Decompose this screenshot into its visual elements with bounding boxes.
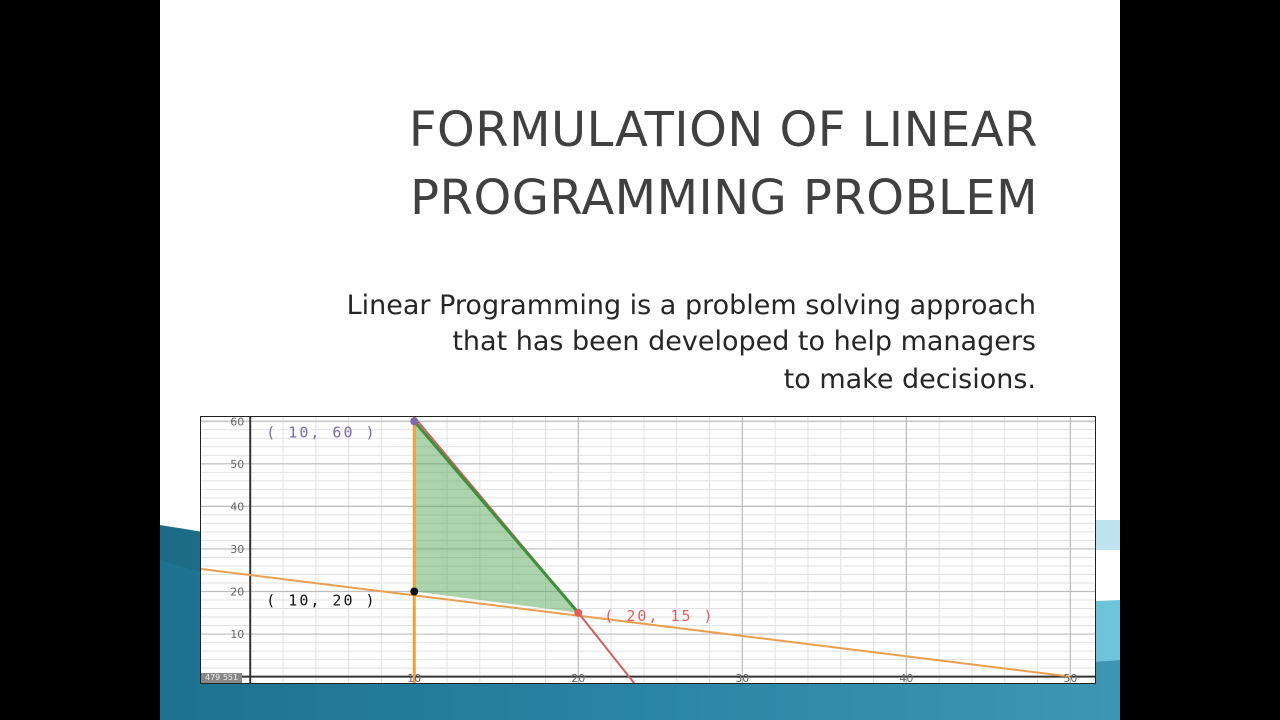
x-tick-label: 40 [899, 672, 913, 683]
title-line-1: FORMULATION OF LINEAR [408, 102, 1038, 158]
corner-point [574, 608, 583, 617]
corner-badge: 479 551 [201, 673, 243, 683]
y-tick-label: 30 [230, 543, 244, 556]
y-tick-label: 50 [230, 458, 244, 471]
corner-point [410, 417, 419, 426]
slide: FORMULATION OF LINEAR PROGRAMMING PROBLE… [160, 0, 1120, 720]
slide-body: Linear Programming is a problem solving … [216, 288, 1036, 398]
body-line-3: to make decisions. [783, 364, 1036, 395]
x-tick-label: 50 [1063, 672, 1077, 683]
y-tick-label: 40 [230, 500, 244, 513]
constraint-line-1 [201, 567, 1071, 678]
body-line-2: that has been developed to help managers [452, 326, 1036, 357]
x-tick-label: 30 [735, 672, 749, 683]
title-line-2: PROGRAMMING PROBLEM [410, 170, 1038, 226]
x-tick-label: 20 [571, 672, 585, 683]
y-tick-label: 10 [230, 628, 244, 641]
corner-point-label: ( 10, 20 ) [266, 591, 376, 609]
corner-point [410, 587, 419, 596]
body-line-1: Linear Programming is a problem solving … [346, 290, 1036, 321]
region-edge [413, 420, 580, 614]
slide-title: FORMULATION OF LINEAR PROGRAMMING PROBLE… [218, 96, 1038, 232]
lp-graph-svg: 10 20 30 40 50 10 20 30 40 50 60 ( 10, 60 ) ( 10, 20… [201, 417, 1095, 683]
corner-point-label: ( 10, 60 ) [266, 423, 376, 441]
lp-graph: 10 20 30 40 50 10 20 30 40 50 60 ( 10, 60 ) ( 10, 20… [200, 416, 1096, 684]
y-tick-label: 20 [230, 585, 244, 598]
corner-point-label: ( 20, 15 ) [604, 607, 714, 625]
x-tick-label: 10 [407, 672, 421, 683]
y-tick-label: 60 [230, 417, 244, 428]
